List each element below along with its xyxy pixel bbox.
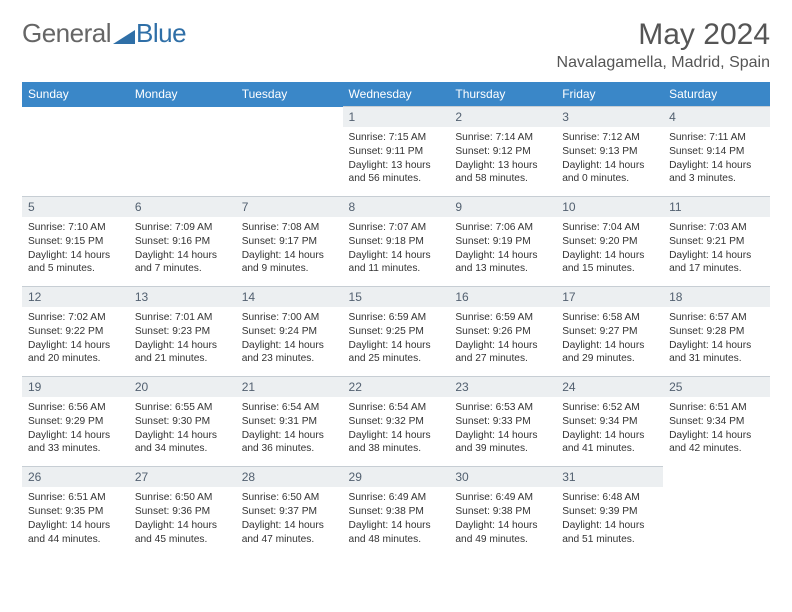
day-info-cell: Sunrise: 6:59 AMSunset: 9:26 PMDaylight:… [449,307,556,377]
day-info-cell: Sunrise: 6:50 AMSunset: 9:36 PMDaylight:… [129,487,236,556]
day-number-cell: 14 [236,287,343,308]
day-number-cell: 12 [22,287,129,308]
calendar-table: SundayMondayTuesdayWednesdayThursdayFrid… [22,82,770,556]
day-info-cell: Sunrise: 6:58 AMSunset: 9:27 PMDaylight:… [556,307,663,377]
day-info-cell: Sunrise: 6:57 AMSunset: 9:28 PMDaylight:… [663,307,770,377]
day-number-cell: 4 [663,107,770,128]
day-info-cell: Sunrise: 7:12 AMSunset: 9:13 PMDaylight:… [556,127,663,197]
day-number-cell: 13 [129,287,236,308]
day-info-cell: Sunrise: 7:02 AMSunset: 9:22 PMDaylight:… [22,307,129,377]
day-info-cell: Sunrise: 6:49 AMSunset: 9:38 PMDaylight:… [343,487,450,556]
page-title: May 2024 [557,18,770,52]
day-number-cell [236,107,343,128]
day-info-cell [129,127,236,197]
day-number-cell: 20 [129,377,236,398]
day-number-cell: 28 [236,467,343,488]
day-number-cell: 2 [449,107,556,128]
day-info-cell: Sunrise: 6:49 AMSunset: 9:38 PMDaylight:… [449,487,556,556]
day-info-cell: Sunrise: 6:51 AMSunset: 9:34 PMDaylight:… [663,397,770,467]
day-number-cell: 10 [556,197,663,218]
calendar-header: SundayMondayTuesdayWednesdayThursdayFrid… [22,82,770,107]
day-info-cell: Sunrise: 6:55 AMSunset: 9:30 PMDaylight:… [129,397,236,467]
day-info-cell: Sunrise: 6:52 AMSunset: 9:34 PMDaylight:… [556,397,663,467]
day-info-cell: Sunrise: 7:08 AMSunset: 9:17 PMDaylight:… [236,217,343,287]
day-number-cell: 23 [449,377,556,398]
location-text: Navalagamella, Madrid, Spain [557,54,770,72]
logo-triangle-icon [113,28,135,44]
day-number-cell: 1 [343,107,450,128]
day-info-cell: Sunrise: 7:11 AMSunset: 9:14 PMDaylight:… [663,127,770,197]
logo-text-gray: General [22,18,111,49]
day-number-cell: 6 [129,197,236,218]
day-info-cell [663,487,770,556]
day-info-cell [236,127,343,197]
weekday-header: Monday [129,82,236,107]
weekday-header: Saturday [663,82,770,107]
day-number-cell: 17 [556,287,663,308]
weekday-header: Friday [556,82,663,107]
day-number-cell: 22 [343,377,450,398]
day-number-cell: 21 [236,377,343,398]
day-number-cell: 25 [663,377,770,398]
day-info-cell: Sunrise: 7:10 AMSunset: 9:15 PMDaylight:… [22,217,129,287]
day-info-cell: Sunrise: 6:54 AMSunset: 9:31 PMDaylight:… [236,397,343,467]
day-info-cell: Sunrise: 6:48 AMSunset: 9:39 PMDaylight:… [556,487,663,556]
day-number-cell [129,107,236,128]
day-number-cell: 18 [663,287,770,308]
day-number-cell: 8 [343,197,450,218]
day-info-cell [22,127,129,197]
day-info-cell: Sunrise: 6:56 AMSunset: 9:29 PMDaylight:… [22,397,129,467]
day-info-cell: Sunrise: 6:50 AMSunset: 9:37 PMDaylight:… [236,487,343,556]
day-info-cell: Sunrise: 7:01 AMSunset: 9:23 PMDaylight:… [129,307,236,377]
day-info-cell: Sunrise: 6:54 AMSunset: 9:32 PMDaylight:… [343,397,450,467]
day-number-cell: 15 [343,287,450,308]
header: General Blue May 2024 Navalagamella, Mad… [22,18,770,72]
weekday-header: Sunday [22,82,129,107]
day-info-cell: Sunrise: 7:06 AMSunset: 9:19 PMDaylight:… [449,217,556,287]
day-info-cell: Sunrise: 7:03 AMSunset: 9:21 PMDaylight:… [663,217,770,287]
day-number-cell: 7 [236,197,343,218]
day-number-cell: 27 [129,467,236,488]
day-number-cell: 19 [22,377,129,398]
day-number-cell: 30 [449,467,556,488]
day-info-cell: Sunrise: 6:53 AMSunset: 9:33 PMDaylight:… [449,397,556,467]
day-info-cell: Sunrise: 6:51 AMSunset: 9:35 PMDaylight:… [22,487,129,556]
title-block: May 2024 Navalagamella, Madrid, Spain [557,18,770,72]
weekday-header: Tuesday [236,82,343,107]
day-number-cell [22,107,129,128]
day-number-cell [663,467,770,488]
day-number-cell: 31 [556,467,663,488]
weekday-header: Thursday [449,82,556,107]
day-number-cell: 3 [556,107,663,128]
day-number-cell: 16 [449,287,556,308]
day-info-cell: Sunrise: 6:59 AMSunset: 9:25 PMDaylight:… [343,307,450,377]
day-number-cell: 5 [22,197,129,218]
day-info-cell: Sunrise: 7:00 AMSunset: 9:24 PMDaylight:… [236,307,343,377]
day-number-cell: 9 [449,197,556,218]
day-info-cell: Sunrise: 7:04 AMSunset: 9:20 PMDaylight:… [556,217,663,287]
weekday-header: Wednesday [343,82,450,107]
logo: General Blue [22,18,186,49]
day-number-cell: 26 [22,467,129,488]
day-info-cell: Sunrise: 7:15 AMSunset: 9:11 PMDaylight:… [343,127,450,197]
day-number-cell: 11 [663,197,770,218]
day-number-cell: 29 [343,467,450,488]
logo-text-blue: Blue [136,18,186,49]
day-info-cell: Sunrise: 7:07 AMSunset: 9:18 PMDaylight:… [343,217,450,287]
day-info-cell: Sunrise: 7:09 AMSunset: 9:16 PMDaylight:… [129,217,236,287]
day-number-cell: 24 [556,377,663,398]
day-info-cell: Sunrise: 7:14 AMSunset: 9:12 PMDaylight:… [449,127,556,197]
